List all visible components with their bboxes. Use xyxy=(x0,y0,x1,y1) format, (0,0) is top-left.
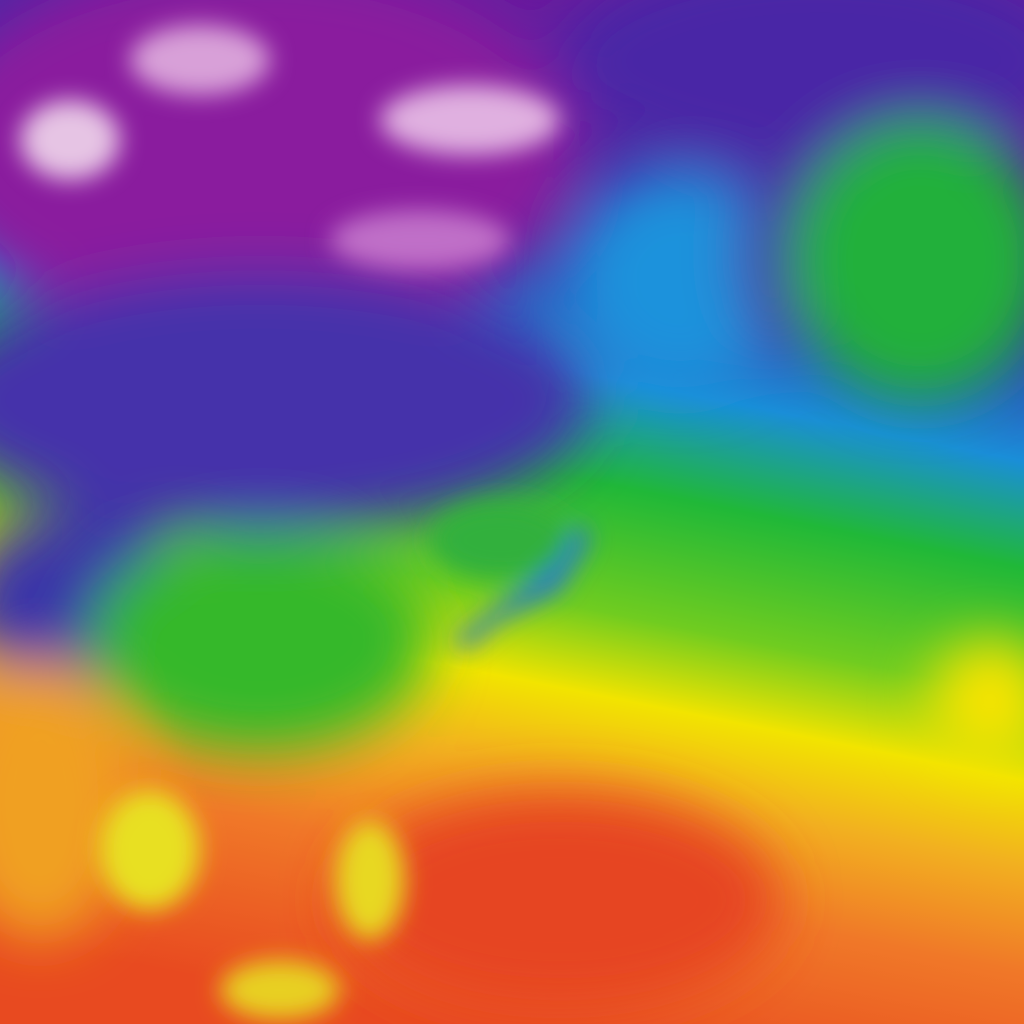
highlights xyxy=(20,25,590,1020)
southwest xyxy=(0,660,130,940)
tropical-ocean xyxy=(340,790,780,1010)
peninsula-south xyxy=(100,790,200,910)
mainland-south xyxy=(90,530,430,750)
ocean-north xyxy=(790,120,1024,400)
highland-2 xyxy=(130,25,270,95)
highland-3 xyxy=(380,85,560,155)
peninsula xyxy=(430,500,570,580)
highland-4 xyxy=(330,210,510,270)
yellow-patch xyxy=(930,640,1024,760)
archipelago xyxy=(455,520,590,650)
sea xyxy=(570,170,790,390)
highland-1 xyxy=(20,100,120,180)
blue-region xyxy=(0,270,590,530)
islands-south xyxy=(335,820,405,940)
island-bottom xyxy=(220,960,340,1020)
